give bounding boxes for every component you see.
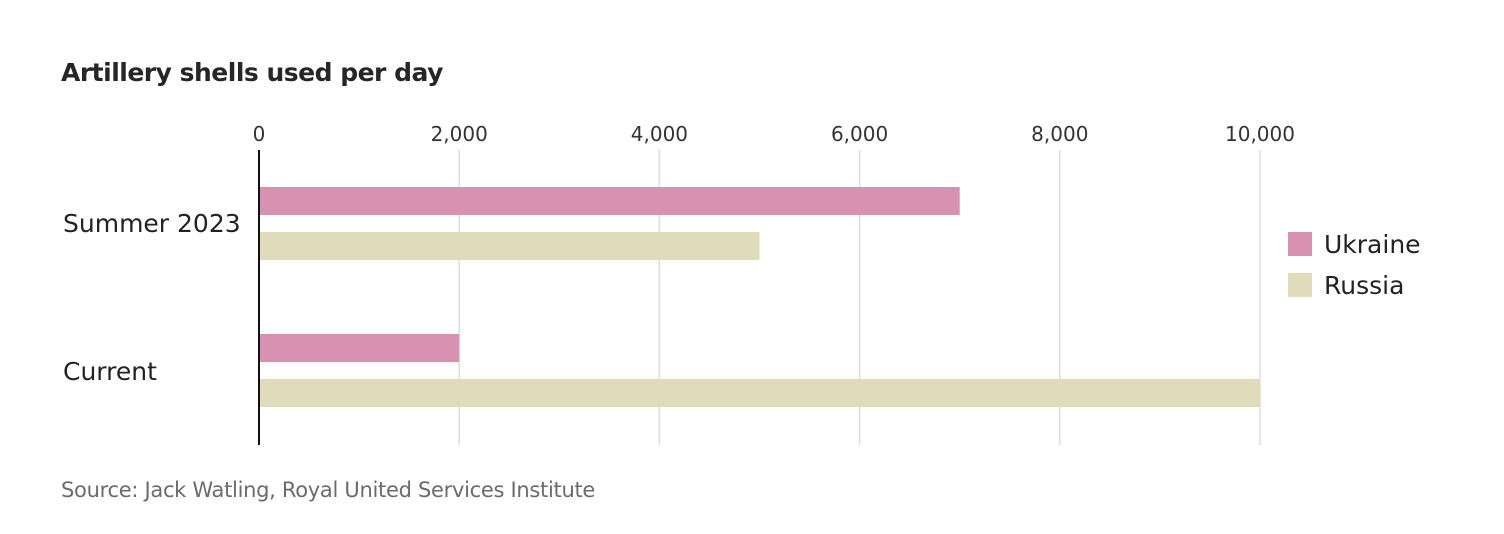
bar-russia-1: [259, 379, 1260, 407]
bar-ukraine-1: [259, 334, 460, 362]
chart-title: Artillery shells used per day: [61, 58, 443, 87]
category-label: Summer 2023: [63, 209, 241, 238]
category-label: Current: [63, 357, 157, 386]
legend-label: Ukraine: [1324, 230, 1421, 259]
x-tick-label: 10,000: [1225, 122, 1295, 146]
legend-label: Russia: [1324, 271, 1404, 300]
source-note: Source: Jack Watling, Royal United Servi…: [61, 478, 596, 502]
bar-russia-0: [259, 232, 760, 260]
x-tick-label: 6,000: [831, 122, 888, 146]
legend-swatch-russia: [1288, 273, 1312, 297]
x-tick-label: 2,000: [431, 122, 488, 146]
x-tick-label: 4,000: [631, 122, 688, 146]
category-labels: Summer 2023 Current: [63, 209, 241, 386]
legend-swatch-ukraine: [1288, 232, 1312, 256]
x-tick-label: 8,000: [1031, 122, 1088, 146]
bar-ukraine-0: [259, 187, 960, 215]
x-axis-ticks: 0 2,000 4,000 6,000 8,000 10,000: [253, 122, 1295, 146]
bars: [259, 187, 1260, 407]
legend: Ukraine Russia: [1288, 230, 1421, 300]
x-tick-label: 0: [253, 122, 266, 146]
